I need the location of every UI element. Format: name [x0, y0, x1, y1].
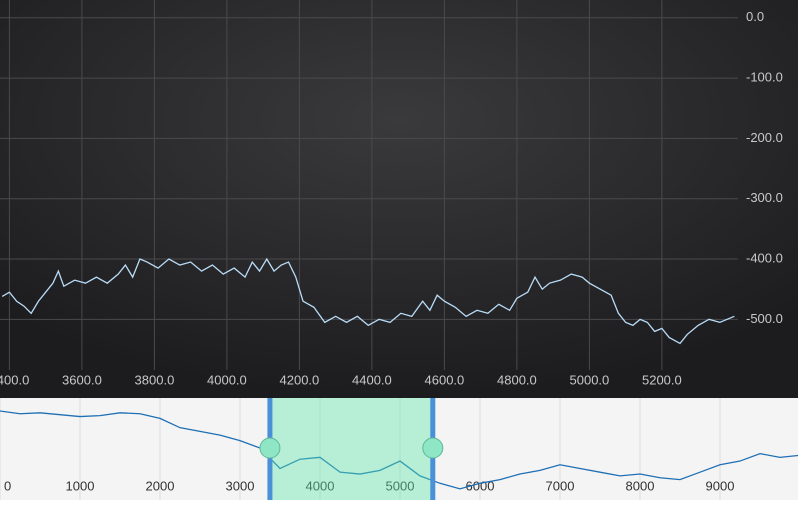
x-tick-label: 0: [4, 478, 11, 493]
x-tick-label: 4400.0: [352, 372, 392, 387]
y-tick-label: -400.0: [746, 250, 783, 265]
y-tick-label: -300.0: [746, 190, 783, 205]
data-line: [1, 257, 735, 345]
x-tick-label: 9000: [706, 478, 735, 493]
x-tick-label: 4000.0: [207, 372, 247, 387]
x-tick-label: 3600.0: [62, 372, 102, 387]
x-tick-label: 2000: [146, 478, 175, 493]
x-tick-label: 4800.0: [497, 372, 537, 387]
x-tick-label: 3800.0: [135, 372, 175, 387]
overview-background: [0, 398, 798, 500]
y-tick-label: 0.0: [746, 9, 764, 24]
x-tick-label: 4600.0: [425, 372, 465, 387]
x-tick-label: 3400.0: [0, 372, 29, 387]
x-tick-label: 4000: [306, 478, 335, 493]
x-tick-label: 8000: [626, 478, 655, 493]
range-handle-grip[interactable]: [259, 437, 281, 459]
x-tick-label: 5000.0: [570, 372, 610, 387]
x-tick-label: 5200.0: [642, 372, 682, 387]
selection-range[interactable]: [269, 398, 433, 500]
x-tick-label: 3000: [226, 478, 255, 493]
x-tick-label: 1000: [66, 478, 95, 493]
y-tick-label: -200.0: [746, 130, 783, 145]
x-tick-label: 7000: [546, 478, 575, 493]
range-handle-grip[interactable]: [422, 437, 444, 459]
data-line: [0, 410, 798, 490]
y-tick-label: -100.0: [746, 70, 783, 85]
x-tick-label: 5000: [386, 478, 415, 493]
y-tick-label: -500.0: [746, 311, 783, 326]
x-tick-label: 4200.0: [280, 372, 320, 387]
